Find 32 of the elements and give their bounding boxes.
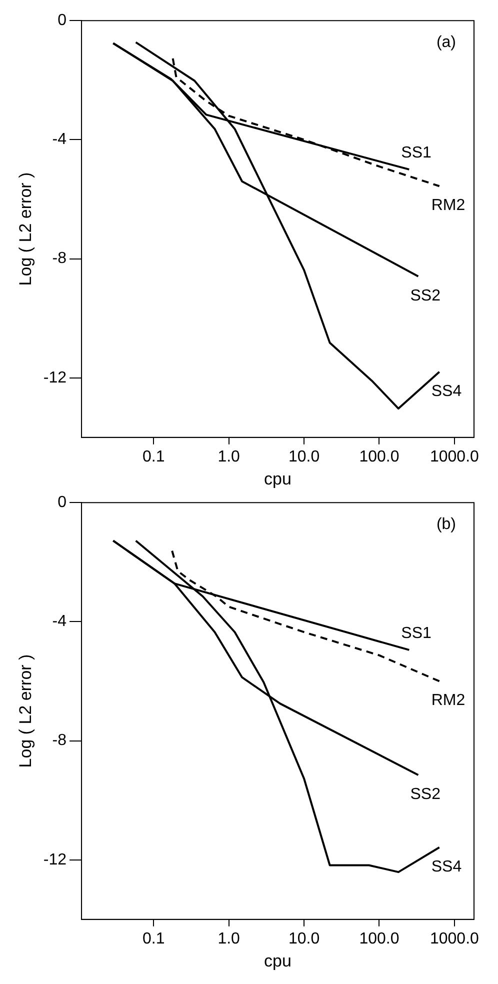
x-tick-label: 1000.0 — [430, 930, 480, 948]
annotation: (b) — [436, 516, 456, 534]
x-tick-label: 0.1 — [142, 448, 165, 466]
y-tick-label: -8 — [52, 250, 67, 268]
y-tick-label: -4 — [52, 131, 67, 148]
y-tick-label: -12 — [43, 851, 67, 868]
y-axis-title: Log ( L2 error ) — [16, 654, 35, 768]
x-tick-label: 1.0 — [218, 930, 240, 948]
series-label: SS2 — [410, 287, 441, 304]
x-tick-label: 10.0 — [288, 930, 320, 948]
series-label: SS1 — [401, 624, 432, 642]
y-axis-title: Log ( L2 error ) — [16, 172, 35, 286]
annotation: (a) — [436, 34, 456, 52]
x-tick-label: 1000.0 — [430, 448, 480, 466]
x-axis-title: cpu — [264, 951, 292, 970]
series-label: RM2 — [431, 197, 466, 214]
x-tick-label: 100.0 — [359, 448, 400, 466]
series-label: RM2 — [431, 692, 466, 710]
x-tick-label: 100.0 — [359, 930, 400, 948]
y-tick-label: -8 — [52, 732, 67, 750]
x-tick-label: 1.0 — [218, 448, 240, 466]
x-axis-title: cpu — [264, 469, 292, 488]
series-label: SS2 — [410, 786, 441, 804]
y-tick-label: -12 — [43, 369, 67, 386]
series-label: SS1 — [401, 144, 432, 162]
series-label: SS4 — [431, 858, 462, 876]
y-tick-label: 0 — [58, 12, 67, 30]
x-tick-label: 10.0 — [288, 448, 320, 466]
y-tick-label: 0 — [58, 494, 67, 512]
x-tick-label: 0.1 — [142, 930, 165, 948]
series-label: SS4 — [431, 382, 462, 400]
y-tick-label: -4 — [52, 613, 67, 630]
